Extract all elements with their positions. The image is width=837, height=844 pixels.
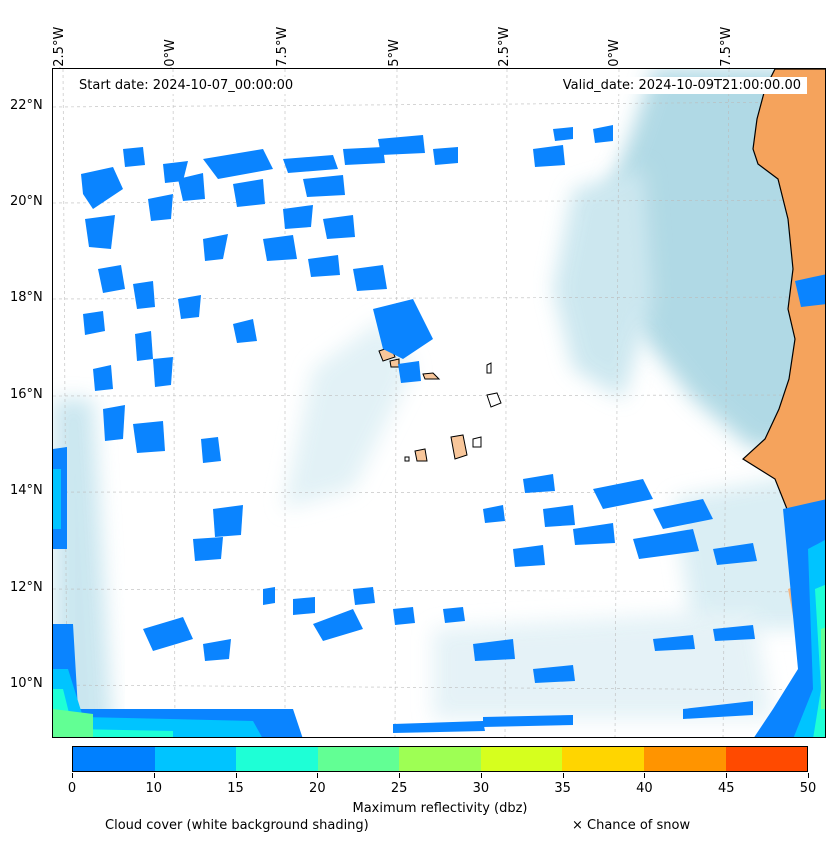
colorbar-tick-label: 45 (717, 781, 735, 796)
colorbar-segment (399, 747, 481, 771)
lat-label-14n: 14°N (10, 483, 43, 498)
colorbar-tick (153, 773, 155, 778)
map-canvas (53, 69, 825, 737)
lat-label-18n: 18°N (10, 290, 43, 305)
colorbar-tick (235, 773, 237, 778)
lat-label-10n: 10°N (10, 676, 43, 691)
colorbar-tick-label: 35 (554, 781, 571, 796)
colorbar-tick-label: 20 (309, 781, 326, 796)
colorbar-tick (644, 773, 646, 778)
map-panel: Start date: 2024-10-07_00:00:00 Valid_da… (52, 68, 826, 738)
colorbar-segment (73, 747, 155, 771)
colorbar-tick (808, 773, 809, 778)
cape-verde-islands (378, 346, 502, 462)
colorbar-tick (726, 773, 728, 778)
valid-date-label: Valid_date: 2024-10-09T21:00:00.00 (556, 77, 807, 94)
colorbar-tick-label: 10 (145, 781, 163, 796)
colorbar-segment (643, 747, 726, 771)
colorbar-title: Maximum reflectivity (dbz) (352, 801, 528, 816)
lat-label-20n: 20°N (10, 194, 43, 209)
lat-label-22n: 22°N (10, 98, 43, 113)
colorbar-tick-label: 25 (390, 781, 408, 796)
snow-legend: × Chance of snow (572, 818, 691, 833)
colorbar-segment (154, 747, 237, 771)
colorbar-segment (317, 747, 400, 771)
colorbar (72, 746, 808, 772)
colorbar-tick-label: 0 (67, 781, 77, 796)
colorbar-tick (399, 773, 401, 778)
colorbar-segment (562, 747, 644, 771)
start-date-label: Start date: 2024-10-07_00:00:00 (73, 77, 300, 94)
reflectivity-echoes (53, 125, 825, 737)
colorbar-segment (236, 747, 318, 771)
colorbar-segment (480, 747, 563, 771)
colorbar-tick-label: 40 (636, 781, 653, 796)
colorbar-tick-label: 30 (472, 781, 490, 796)
colorbar-tick-label: 15 (227, 781, 244, 796)
colorbar-tick (480, 773, 482, 778)
cloud-cover-legend: Cloud cover (white background shading) (105, 818, 369, 833)
colorbar-tick-label: 50 (799, 781, 817, 796)
reflectivity-cores (53, 469, 825, 737)
colorbar-tick (562, 773, 564, 778)
colorbar-tick (72, 773, 73, 778)
colorbar-tick (317, 773, 319, 778)
colorbar-segment (725, 747, 808, 771)
lat-label-12n: 12°N (10, 580, 43, 595)
lat-label-16n: 16°N (10, 387, 43, 402)
